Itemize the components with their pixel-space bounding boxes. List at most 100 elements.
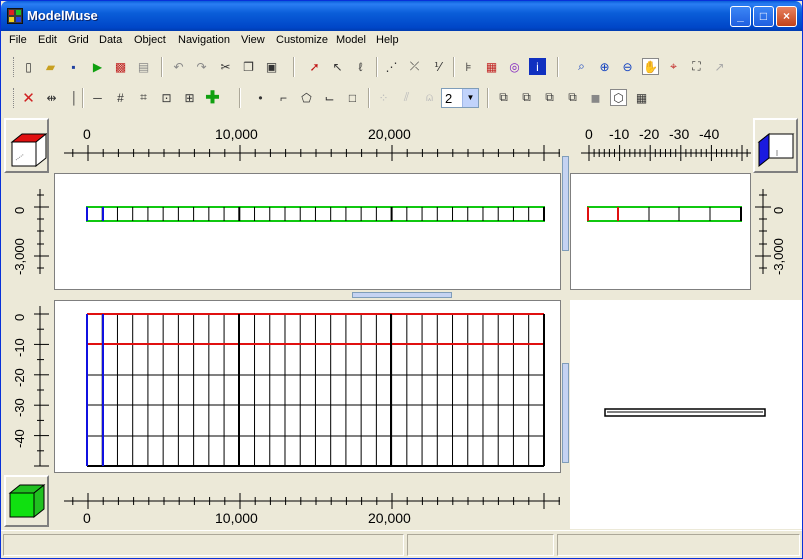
restore-default-zoom-icon[interactable]: ↗ [714, 59, 725, 74]
cut-icon[interactable]: ✂ [220, 59, 231, 74]
show-grid-shell-icon[interactable]: ⧉ [522, 90, 531, 104]
top-view-y-ruler [34, 189, 49, 274]
save-icon[interactable]: ▪ [71, 59, 76, 74]
show-colored-grid-icon[interactable]: ◼ [590, 90, 601, 105]
zoom-extents-icon[interactable]: ⌖ [670, 59, 677, 73]
cross-section-icon[interactable]: ⫽ [403, 90, 410, 104]
menu-object[interactable]: Object [134, 34, 166, 46]
show-grid-top-icon[interactable]: ⧉ [568, 90, 577, 104]
status-pane-1 [3, 534, 404, 556]
zoom-icon[interactable]: ⌕ [578, 59, 585, 73]
copy-icon[interactable]: ❐ [243, 59, 254, 74]
layer-stack-icon[interactable]: ⩄ [426, 90, 433, 104]
maximize-button[interactable]: □ [753, 6, 774, 27]
top-view-cube-button[interactable] [4, 118, 49, 173]
front-ruler-label-0: 0 [83, 510, 91, 526]
generate-grid-icon[interactable]: # [117, 90, 124, 105]
import-icon[interactable]: ▤ [137, 59, 150, 74]
zoom-out-icon[interactable]: ⊖ [622, 59, 633, 74]
status-pane-2 [407, 534, 554, 556]
zoom-in-icon[interactable]: ⊕ [599, 59, 610, 74]
create-point-icon[interactable]: • [258, 90, 263, 105]
status-pane-3 [557, 534, 800, 556]
toolbar-grid: ✕ ⇹ │ ─ # ⌗ ⊡ ⊞ ✚ • ⌐ ⬠ ⌙ □ ⁘ ⫽ ⩄ ⧉ ⧉ ⧉ … [1, 84, 802, 112]
smooth-grid-icon[interactable]: ⊡ [161, 90, 172, 105]
top-view-panel[interactable] [54, 173, 561, 290]
select-point-icon[interactable]: ↖ [332, 59, 343, 74]
create-straight-line-icon[interactable]: ⌙ [324, 90, 335, 105]
move-grid-line-icon[interactable]: ⇹ [46, 90, 57, 105]
menu-data[interactable]: Data [99, 34, 123, 46]
chevron-down-icon[interactable]: ▼ [462, 89, 478, 107]
info-icon[interactable]: i [529, 58, 546, 75]
3d-view-model [604, 408, 766, 417]
menu-bar: File Edit Grid Data Object Navigation Vi… [1, 31, 802, 50]
paste-icon[interactable]: ▣ [265, 59, 278, 74]
create-line-icon[interactable]: ⌐ [279, 90, 287, 105]
modelmuse-app-icon [7, 8, 23, 24]
redo-icon[interactable]: ↷ [196, 59, 207, 74]
menu-edit[interactable]: Edit [38, 34, 57, 46]
move-vertex-icon[interactable]: ⋰ [385, 59, 398, 74]
3d-view-panel[interactable] [570, 300, 802, 529]
show-3d-grid-icon[interactable]: ▦ [635, 90, 648, 105]
title-bar[interactable]: ModelMuse _ □ × [1, 1, 802, 31]
export-model-icon[interactable]: ▩ [114, 59, 127, 74]
front-view-grid [86, 313, 545, 467]
delete-column-row-icon[interactable]: ✕ [22, 89, 35, 107]
front-y-label-20: -20 [12, 368, 27, 387]
insert-vertex-icon[interactable]: ⤫ [409, 59, 420, 73]
side-y-label-3000: -3,000 [771, 238, 786, 275]
minimize-button[interactable]: _ [730, 6, 751, 27]
front-view-cube-icon [8, 483, 46, 519]
open-folder-icon[interactable]: ▰ [45, 59, 56, 74]
grid-angle-icon[interactable]: ⊞ [184, 90, 195, 105]
split-object-icon[interactable]: ⅟ [434, 59, 441, 74]
select-arrow-icon[interactable]: ➚ [309, 59, 320, 74]
front-view-x-ruler [64, 493, 560, 509]
side-view-cube-button[interactable] [753, 118, 798, 173]
close-button[interactable]: × [776, 6, 797, 27]
show-all-cells-icon[interactable]: ⧉ [499, 90, 508, 104]
layer-number-combo[interactable]: 2 ▼ [441, 88, 479, 108]
create-polygon-icon[interactable]: ⬠ [301, 90, 312, 105]
vertex-dots-icon[interactable]: ⁘ [378, 90, 389, 105]
front-view-panel[interactable] [54, 300, 561, 473]
lasso-select-icon[interactable]: ℓ [358, 59, 363, 74]
contour-data-icon[interactable]: ◎ [509, 59, 520, 74]
pan-hand-icon[interactable]: ✋ [642, 58, 659, 75]
top-view-x-ruler [64, 145, 560, 161]
create-rectangle-icon[interactable]: □ [348, 90, 357, 105]
side-view-x-ruler [581, 145, 751, 161]
menu-customize[interactable]: Customize [276, 34, 328, 46]
menu-model[interactable]: Model [336, 34, 366, 46]
object-hierarchy-icon[interactable]: ⊧ [465, 59, 472, 74]
undo-icon[interactable]: ↶ [173, 59, 184, 74]
top-y-label-0: 0 [12, 206, 27, 214]
specify-spacing-icon[interactable]: ⌗ [140, 90, 147, 104]
menu-navigation[interactable]: Navigation [178, 34, 230, 46]
front-view-cube-button[interactable] [4, 475, 49, 527]
menu-help[interactable]: Help [376, 34, 399, 46]
zoom-window-icon[interactable]: ⛶ [692, 59, 701, 73]
add-vertical-line-icon[interactable]: │ [70, 90, 79, 105]
menu-grid[interactable]: Grid [68, 34, 89, 46]
new-file-icon[interactable]: ▯ [25, 59, 32, 74]
show-grid-sides-icon[interactable]: ⧉ [545, 90, 554, 104]
run-model-icon[interactable]: ▶ [92, 59, 103, 74]
menu-view[interactable]: View [241, 34, 265, 46]
horizontal-splitter[interactable] [352, 292, 452, 298]
menu-file[interactable]: File [9, 34, 27, 46]
add-grid-icon[interactable]: ✚ [205, 87, 220, 107]
vertical-splitter-top[interactable] [562, 156, 569, 251]
front-y-label-40: -40 [12, 429, 27, 448]
color-grid-icon[interactable]: ▦ [485, 59, 498, 74]
add-horizontal-line-icon[interactable]: ─ [93, 90, 102, 105]
top-ruler-label-20000: 20,000 [368, 126, 411, 142]
vertical-splitter-bottom[interactable] [562, 363, 569, 463]
side-view-panel[interactable] [570, 173, 751, 290]
front-ruler-label-20000: 20,000 [368, 510, 411, 526]
show-3d-objects-icon[interactable]: ⬡ [610, 89, 627, 106]
side-ruler-label-20: -20 [639, 126, 660, 142]
side-view-grid [587, 206, 742, 222]
